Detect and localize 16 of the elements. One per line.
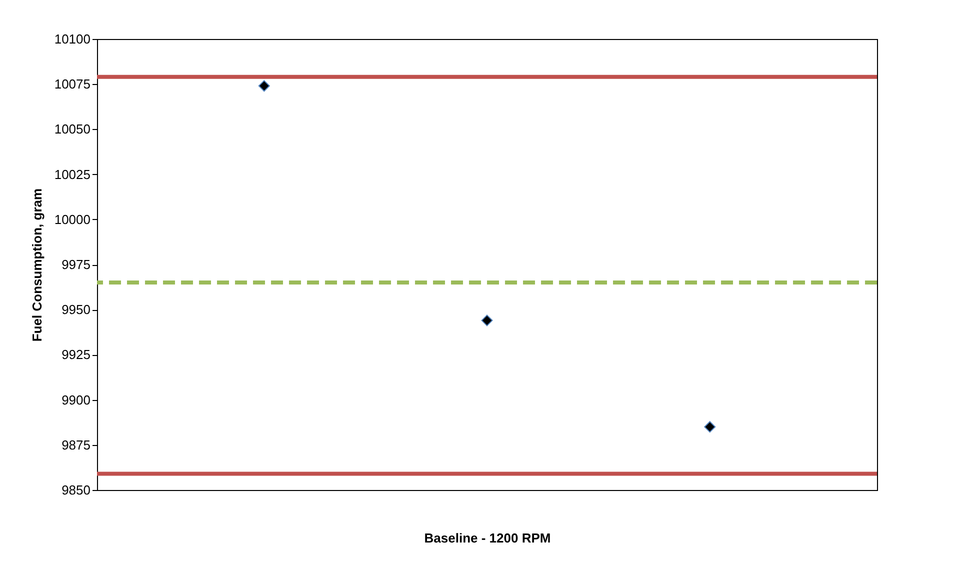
y-tick-label: 9925 <box>62 347 90 362</box>
y-axis-title: Fuel Consumption, gram <box>29 188 44 342</box>
y-tick-label: 10050 <box>54 122 90 137</box>
y-tick-label: 10100 <box>54 32 90 46</box>
y-tick-label: 9950 <box>62 302 90 318</box>
y-tick-label: 9975 <box>62 257 90 272</box>
y-tick-label: 9875 <box>62 437 90 452</box>
y-tick-label: 10025 <box>54 166 90 182</box>
point <box>481 314 493 326</box>
point <box>258 80 270 92</box>
y-tick-label: 9900 <box>62 392 90 408</box>
y-tick-label: 9850 <box>62 482 90 498</box>
y-tick-label: 10075 <box>54 76 90 92</box>
point <box>704 421 716 433</box>
y-tick-label: 10000 <box>54 212 90 227</box>
x-axis-title: Baseline - 1200 RPM <box>424 530 551 546</box>
